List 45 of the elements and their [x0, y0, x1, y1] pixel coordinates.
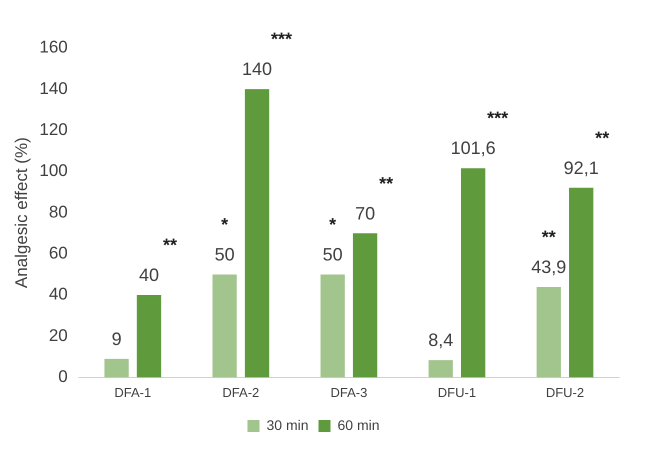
data-label: 50	[214, 244, 235, 264]
y-tick-label: 100	[39, 161, 68, 180]
annotation: ***	[271, 29, 292, 50]
data-label: 40	[138, 265, 160, 286]
data-label: 50	[322, 244, 343, 264]
x-tick-label: DFA-1	[114, 384, 152, 400]
annotation: *	[329, 214, 336, 234]
y-tick-label: 0	[58, 367, 68, 386]
y-tick-label: 160	[39, 38, 68, 57]
annotation: *	[221, 214, 228, 234]
legend-label: 60 min	[338, 416, 380, 433]
legend-label: 30 min	[266, 416, 309, 433]
bar	[569, 188, 594, 378]
data-label: 43,9	[531, 256, 566, 277]
x-tick-label: DFA-2	[222, 384, 260, 400]
y-axis-title: Analgesic effect (%)	[12, 137, 31, 288]
x-tick-label: DFA-3	[330, 384, 368, 400]
annotation: **	[595, 128, 610, 148]
y-tick-label: 80	[48, 202, 68, 222]
bar	[536, 287, 561, 378]
data-label: 70	[355, 203, 376, 224]
bar	[212, 274, 237, 378]
annotation: **	[542, 226, 556, 247]
bar	[136, 295, 162, 378]
y-tick-label: 140	[39, 78, 68, 98]
data-label: 8,4	[428, 330, 454, 350]
bar	[244, 89, 270, 378]
bar	[352, 233, 378, 378]
data-label: 92,1	[564, 158, 599, 178]
y-tick-label: 40	[48, 284, 68, 304]
annotation: **	[162, 235, 178, 256]
annotation: ***	[487, 108, 508, 128]
y-tick-label: 120	[39, 120, 68, 140]
bar	[460, 168, 486, 378]
x-tick-label: DFU-2	[546, 384, 584, 400]
y-tick-label: 20	[48, 326, 68, 345]
x-tick-label: DFU-1	[438, 384, 476, 400]
bar	[104, 358, 129, 378]
bar	[428, 360, 453, 378]
data-label: 140	[242, 59, 272, 80]
y-tick-label: 60	[48, 244, 68, 263]
data-label: 101,6	[450, 138, 496, 158]
annotation: **	[379, 173, 394, 194]
bar	[320, 274, 345, 378]
data-label: 9	[112, 328, 122, 349]
